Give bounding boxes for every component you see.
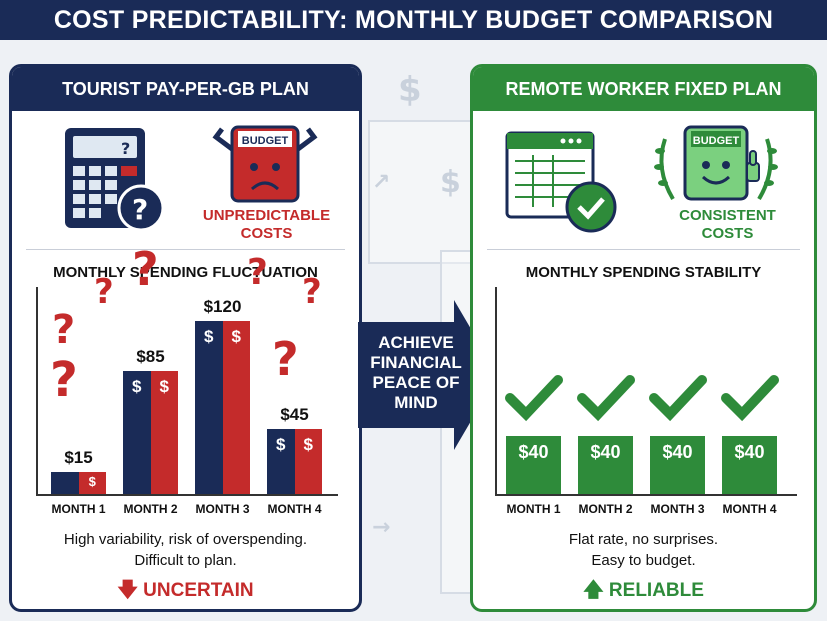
right-badge-label: BUDGET (693, 135, 740, 147)
calculator-icon: ? ? (65, 128, 165, 232)
bar-value-label: $15 (64, 448, 93, 468)
bar-value-label: $40 (662, 442, 693, 463)
stability-chart: $40 MONTH 1 $40 MONTH 2 $40 MONTH 3 $40 MONTH 4 (473, 282, 814, 516)
check-icon (505, 375, 563, 422)
bar-value-label: $85 (136, 347, 165, 367)
question-mark-icon: ? (50, 352, 78, 408)
right-divider (487, 249, 800, 250)
x-axis (495, 494, 797, 496)
background-dollar-icon: $ (440, 165, 461, 200)
y-axis (36, 287, 38, 494)
tourist-plan-title: TOURIST PAY-PER-GB PLAN (12, 67, 359, 111)
bar-segment (51, 472, 79, 494)
uncertain-status: 🡇 UNCERTAIN (117, 579, 254, 601)
svg-text:?: ? (121, 139, 130, 158)
happy-budget-icon: BUDGET (654, 125, 778, 201)
bar-value-label: $40 (734, 442, 765, 463)
question-mark-icon: ? (94, 272, 114, 312)
bar-segment: $ (267, 429, 295, 494)
bar-segment: $ (195, 320, 223, 494)
bar-dollar-symbol: $ (231, 326, 241, 346)
bar-segment: $ (222, 320, 250, 494)
left-badge-label: BUDGET (242, 135, 289, 147)
question-mark-icon: ? (247, 252, 268, 293)
bar-value-label: $120 (203, 296, 242, 316)
question-mark-icon: ? (52, 307, 76, 353)
spending-bar: $ $ (195, 320, 250, 494)
bar-dollar-symbol: $ (303, 435, 313, 455)
left-note-line2: Difficult to plan. (134, 552, 237, 569)
stressed-budget-icon: BUDGET (212, 125, 318, 203)
right-chart-title: MONTHLY SPENDING STABILITY (525, 264, 762, 281)
bar-segment: $ (150, 371, 178, 494)
right-caption: CONSISTENT COSTS (679, 207, 776, 242)
svg-text:?: ? (132, 193, 148, 226)
month-label: MONTH 3 (195, 502, 250, 516)
background-spreadsheet (368, 120, 472, 264)
bar-dollar-symbol: $ (159, 377, 169, 397)
left-divider (26, 249, 345, 250)
background-arrow-icon: → (372, 515, 391, 540)
month-label: MONTH 1 (51, 502, 106, 516)
center-arrow-icon (358, 300, 498, 450)
month-label: MONTH 4 (267, 502, 322, 516)
right-note-line2: Easy to budget. (591, 552, 696, 569)
month-label: MONTH 2 (578, 502, 633, 516)
check-icon (577, 375, 635, 422)
bar-dollar-symbol: $ (132, 377, 142, 397)
background-arrow-icon: ↗ (372, 170, 391, 195)
check-icon (649, 375, 707, 422)
bar-value-label: $40 (518, 442, 549, 463)
spending-bar: $40 (650, 436, 705, 494)
spending-bar: $40 (506, 436, 561, 494)
month-label: MONTH 1 (506, 502, 561, 516)
spending-bar: $40 (722, 436, 777, 494)
bar-segment: $ (78, 472, 106, 494)
up-arrow-icon: 🡅 (583, 579, 604, 601)
question-mark-icon: ? (302, 272, 322, 312)
check-icon (721, 375, 779, 422)
page-title: COST PREDICTABILITY: MONTHLY BUDGET COMP… (0, 0, 827, 40)
left-note-line1: High variability, risk of overspending. (63, 531, 308, 548)
bar-value-label: $45 (280, 405, 309, 425)
month-label: MONTH 2 (123, 502, 178, 516)
left-chart-title: MONTHLY SPENDING FLUCTUATION (53, 264, 318, 281)
fluctuation-chart: $ $15 MONTH 1 $ $ $85 MONTH 2 $ $ $120 MONTH 3 $ $ $4… (12, 242, 359, 516)
center-arrow-text: ACHIEVE FINANCIAL PEACE OF MIND (370, 333, 462, 412)
bar-segment: $ (123, 371, 151, 494)
background-dollar-icon: $ (398, 70, 422, 110)
x-axis (36, 494, 338, 496)
y-axis (495, 287, 497, 494)
spending-bar: $ $ (267, 429, 322, 494)
right-note-line1: Flat rate, no surprises. (568, 531, 719, 548)
bar-dollar-symbol: $ (88, 474, 96, 490)
remote-worker-plan-title: REMOTE WORKER FIXED PLAN (473, 67, 814, 111)
bar-value-label: $40 (590, 442, 621, 463)
spreadsheet-check-icon (505, 131, 617, 233)
spending-bar: $ $ (123, 371, 178, 494)
reliable-status: 🡅 RELIABLE (583, 579, 704, 601)
spending-bar: $40 (578, 436, 633, 494)
spending-bar: $ (51, 472, 106, 494)
month-label: MONTH 3 (650, 502, 705, 516)
bar-dollar-symbol: $ (276, 435, 286, 455)
question-mark-icon: ? (132, 242, 159, 296)
bar-segment: $ (294, 429, 322, 494)
left-caption: UNPREDICTABLE COSTS (202, 207, 331, 242)
down-arrow-icon: 🡇 (117, 579, 138, 601)
bar-dollar-symbol: $ (204, 326, 214, 346)
tourist-plan-panel: TOURIST PAY-PER-GB PLAN ? ? BUDGET UNPRE… (9, 64, 362, 612)
month-label: MONTH 4 (722, 502, 777, 516)
remote-worker-plan-panel: REMOTE WORKER FIXED PLAN BUDGET CONSISTE… (470, 64, 817, 612)
question-mark-icon: ? (272, 332, 299, 386)
